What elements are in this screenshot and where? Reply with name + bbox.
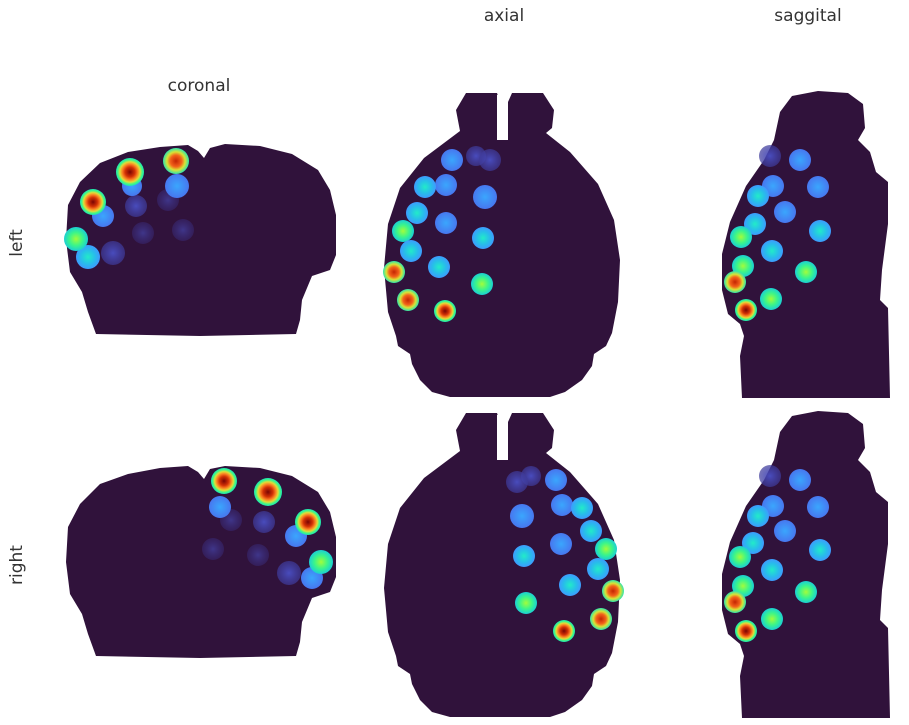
saggital-right-panel: [722, 411, 890, 718]
saggital-right-brain: [722, 411, 890, 718]
column-title-coronal: coronal: [167, 76, 231, 96]
coronal-left-brain: [66, 144, 336, 336]
coronal-right-panel: [66, 466, 336, 658]
column-title-axial: axial: [483, 6, 525, 26]
saggital-left-panel: [722, 91, 890, 398]
column-title-saggital: saggital: [774, 6, 842, 26]
axial-right-panel: [384, 413, 624, 717]
axial-left-panel: [383, 93, 620, 397]
coronal-right-brain: [66, 466, 336, 658]
saggital-left-brain: [722, 91, 890, 398]
coronal-left-panel: [64, 144, 336, 336]
